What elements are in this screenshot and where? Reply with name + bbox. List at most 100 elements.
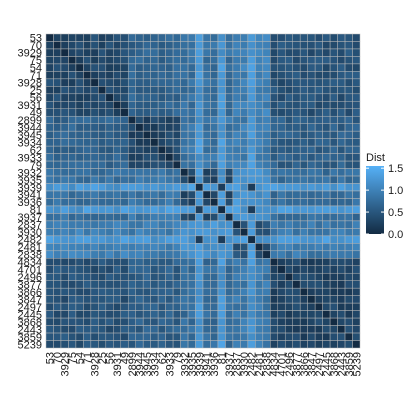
heatmap-cell [307,310,316,319]
heatmap-cell [284,325,293,334]
heatmap-cell [217,295,226,304]
heatmap-cell [292,250,301,259]
heatmap-cell [225,265,234,274]
heatmap-cell [284,250,293,259]
heatmap-cell [262,41,271,50]
heatmap-cell [172,310,181,319]
heatmap-cell [105,295,114,304]
heatmap-cell [60,123,69,132]
heatmap-cell [105,190,114,199]
heatmap-cell [187,287,196,296]
heatmap-cell [284,145,293,154]
heatmap-cell [157,56,166,65]
heatmap-cell [135,168,144,177]
heatmap-cell [352,317,361,326]
heatmap-cell [165,130,174,139]
heatmap-cell [45,183,54,192]
heatmap-cell [344,280,353,289]
heatmap-cell [240,213,249,222]
heatmap-cell [142,145,151,154]
heatmap-cell [262,108,271,117]
heatmap-cell [135,71,144,80]
heatmap-cell [120,33,129,42]
heatmap-cell [68,295,77,304]
heatmap-cell [142,101,151,110]
heatmap-cell [187,78,196,87]
heatmap-cell [45,340,54,349]
heatmap-cell [105,258,114,267]
heatmap-cell [120,168,129,177]
heatmap-cell [270,198,279,207]
heatmap-cell [68,41,77,50]
heatmap-cell [60,63,69,72]
heatmap-cell [329,183,338,192]
heatmap-cell [60,101,69,110]
heatmap-cell [135,153,144,162]
heatmap-cell [262,175,271,184]
heatmap-cell [210,115,219,124]
heatmap-cell [83,213,92,222]
heatmap-cell [270,78,279,87]
heatmap-cell [337,287,346,296]
heatmap-cell [329,213,338,222]
heatmap-cell [322,287,331,296]
heatmap-cell [53,325,62,334]
heatmap-cell [142,153,151,162]
heatmap-cell [45,295,54,304]
heatmap-cell [135,198,144,207]
heatmap-cell [157,160,166,169]
heatmap-cell [255,280,264,289]
heatmap-cell [322,78,331,87]
heatmap-cell [83,190,92,199]
heatmap-cell [53,168,62,177]
heatmap-cell [113,332,122,341]
heatmap-cell [240,220,249,229]
heatmap-cell [150,160,159,169]
heatmap-cell [299,123,308,132]
heatmap-cell [322,228,331,237]
heatmap-cell [180,93,189,102]
heatmap-cell [68,317,77,326]
heatmap-cell [172,280,181,289]
heatmap-cell [232,250,241,259]
heatmap-cell [284,295,293,304]
heatmap-cell [180,160,189,169]
heatmap-cell [337,175,346,184]
heatmap-cell [247,250,256,259]
heatmap-cell [75,213,84,222]
heatmap-cell [53,123,62,132]
column-label: 75 [67,352,79,364]
heatmap-cell [60,287,69,296]
heatmap-cell [68,228,77,237]
heatmap-cell [284,41,293,50]
heatmap-cell [180,287,189,296]
heatmap-cell [127,272,136,281]
heatmap-cell [172,115,181,124]
heatmap-cell [329,93,338,102]
heatmap-cell [337,280,346,289]
heatmap-cell [344,48,353,57]
heatmap-cell [195,302,204,311]
heatmap-cell [329,258,338,267]
heatmap-cell [329,302,338,311]
heatmap-cell [337,258,346,267]
heatmap-cell [307,213,316,222]
heatmap-cell [247,48,256,57]
heatmap-cell [240,71,249,80]
heatmap-cell [68,101,77,110]
heatmap-cell [299,145,308,154]
heatmap-cell [284,56,293,65]
heatmap-cell [292,123,301,132]
heatmap-cell [120,302,129,311]
heatmap-cell [314,175,323,184]
heatmap-cell [322,153,331,162]
heatmap-cell [270,175,279,184]
heatmap-cell [60,33,69,42]
heatmap-cell [135,145,144,154]
heatmap-cell [105,86,114,95]
heatmap-cell [90,332,99,341]
heatmap-cell [277,71,286,80]
heatmap-cell [157,130,166,139]
heatmap-cell [120,63,129,72]
